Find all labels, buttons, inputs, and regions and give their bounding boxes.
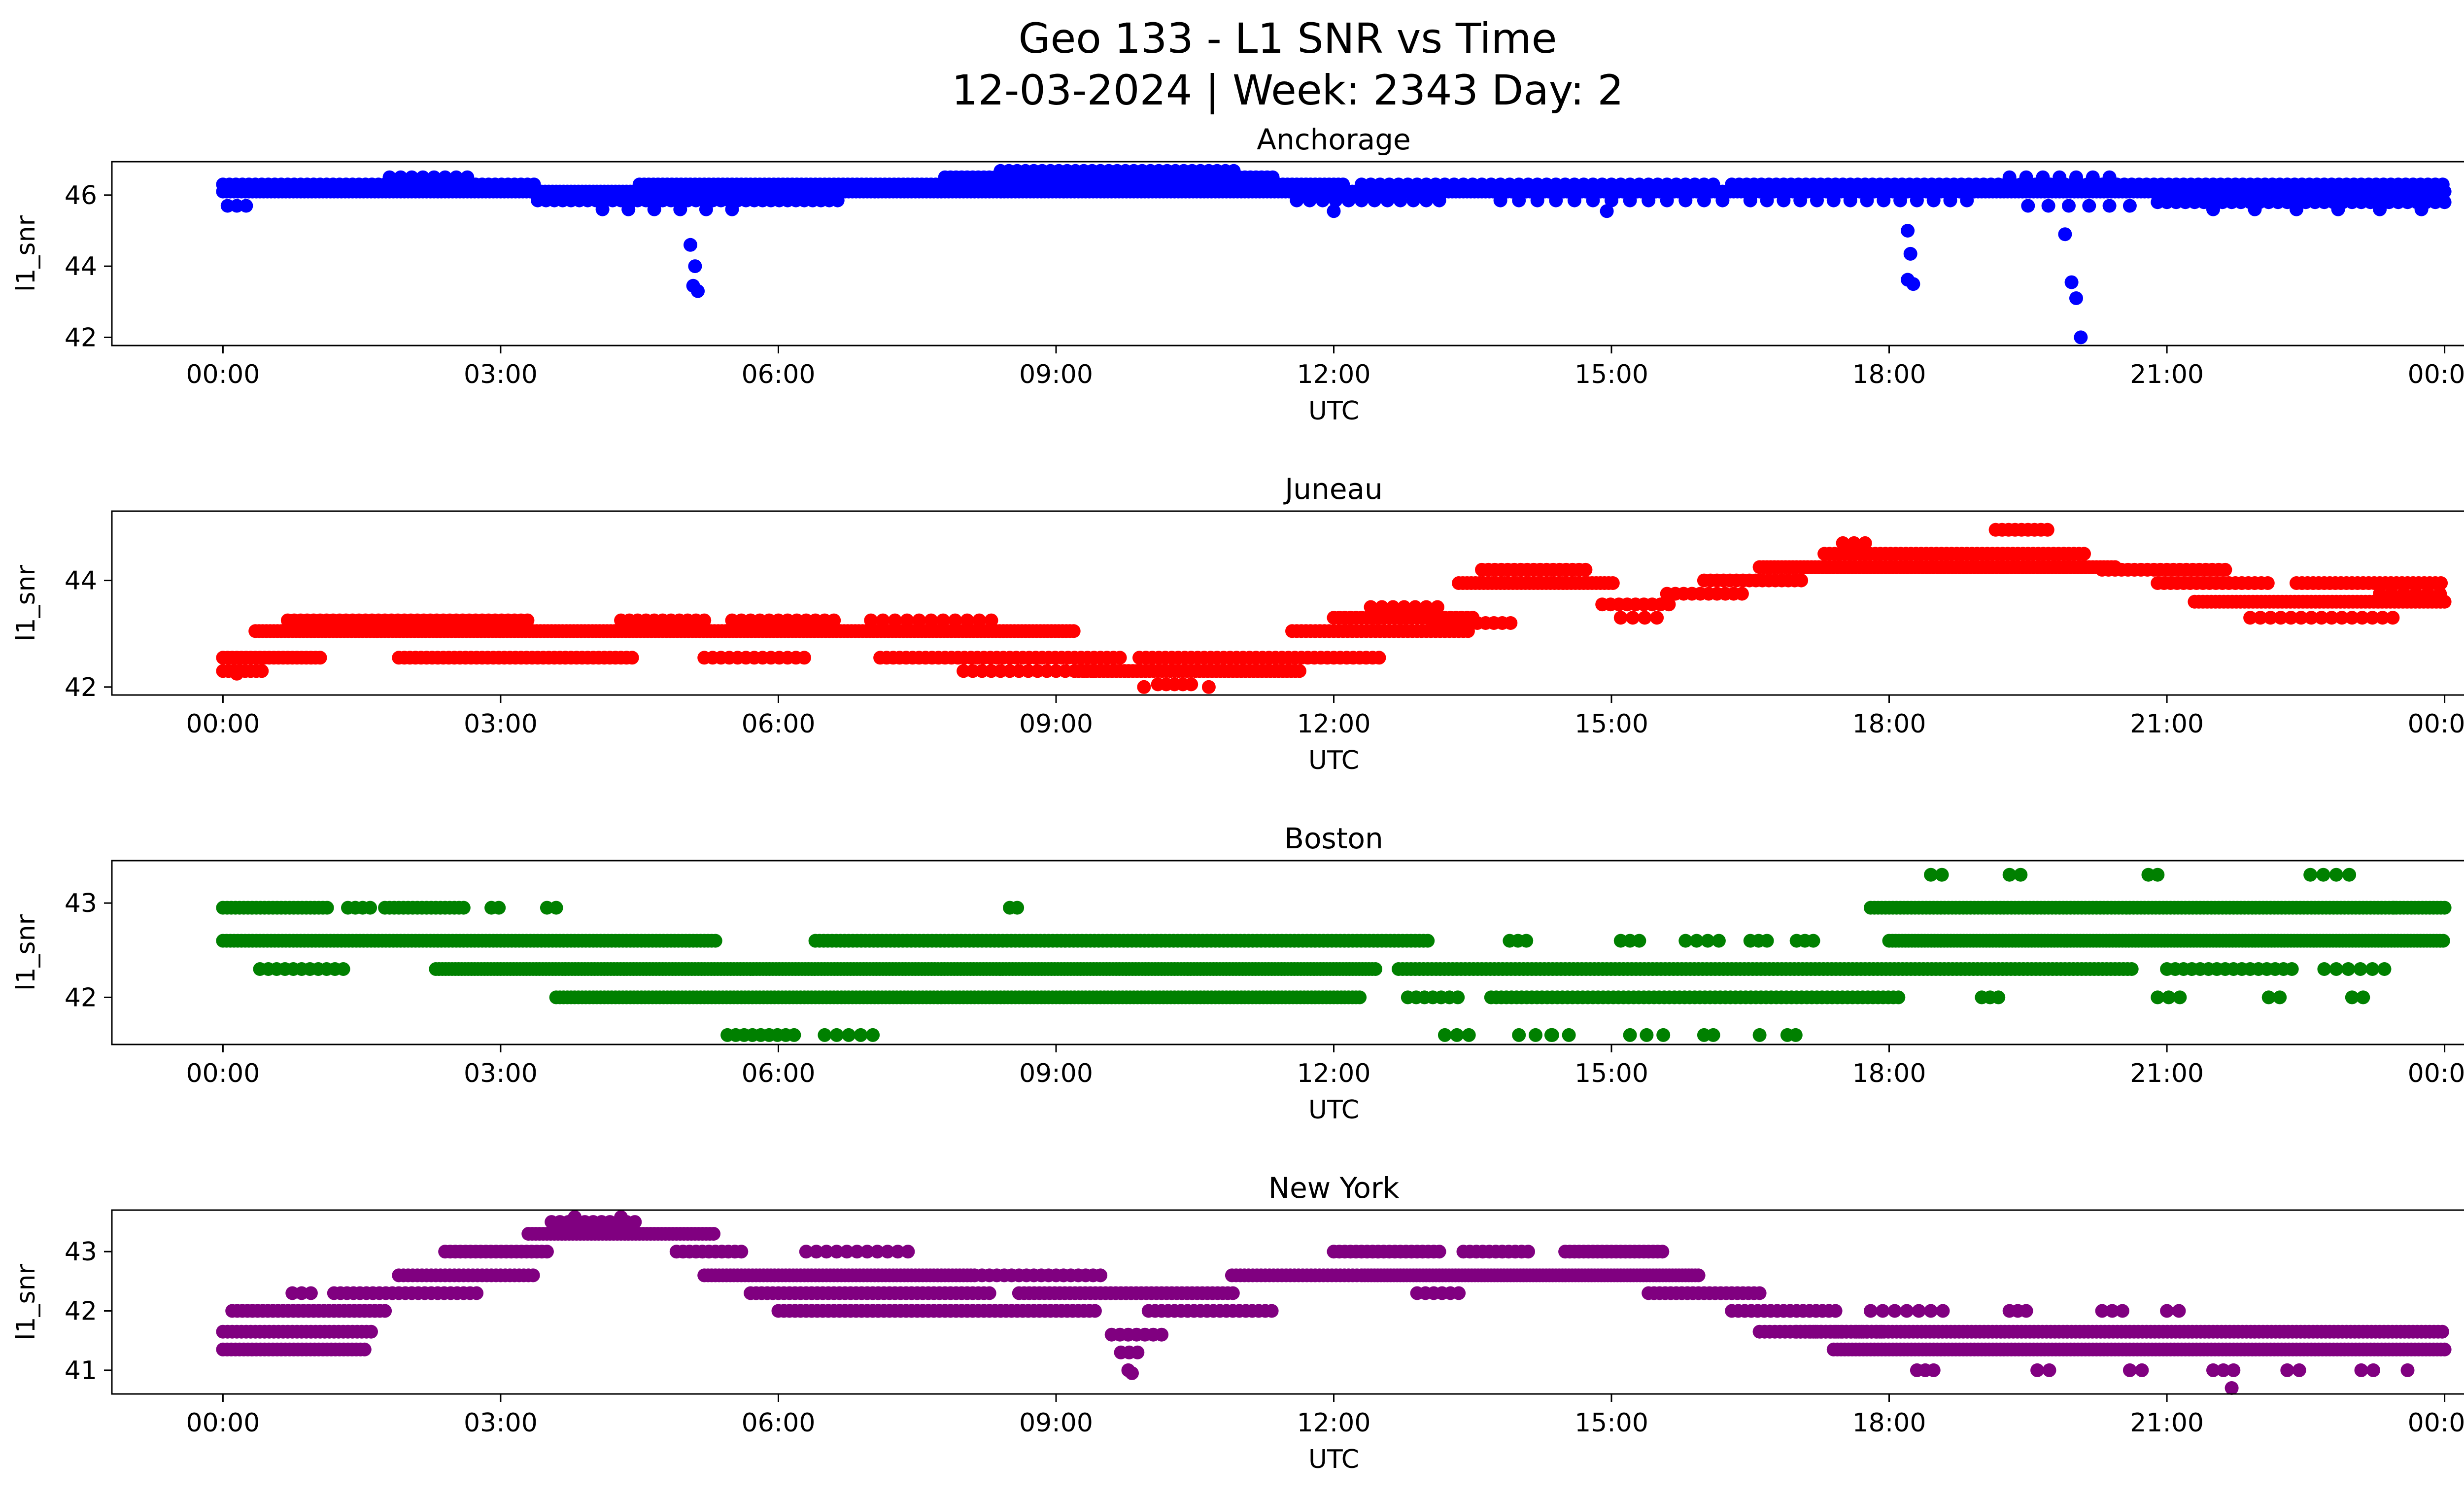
x-tick-label: 03:00	[464, 709, 538, 739]
y-ticks: 42 44	[65, 566, 112, 702]
y-axis-label: l1_snr	[11, 914, 41, 991]
y-tick-label: 42	[65, 673, 97, 702]
x-tick-label: 09:00	[1019, 1408, 1093, 1438]
y-axis-label: l1_snr	[11, 1263, 41, 1340]
x-tick-label: 00:00	[2408, 709, 2464, 739]
subplot-title-boston: Boston	[1284, 822, 1383, 855]
y-ticks: 41 42 43	[65, 1237, 112, 1386]
scatter-points	[216, 164, 2452, 345]
figure-title: Geo 133 - L1 SNR vs Time	[1018, 14, 1557, 63]
y-tick-label: 42	[65, 1297, 97, 1326]
boston-scatter-plot: 00:00 03:00 06:00 09:00 12:00 15:00 18:00 21:00…	[11, 860, 2464, 1123]
subplot-title-anchorage: Anchorage	[1257, 123, 1411, 156]
axes-box	[111, 860, 2464, 1045]
x-ticks: 00:00 03:00 06:00 09:00 12:00 15:00 18:00 21:00…	[186, 695, 2464, 739]
x-tick-label: 21:00	[2130, 360, 2204, 389]
x-tick-label: 03:00	[464, 1059, 538, 1088]
subplot-juneau: Juneau 00:00 03:00 06:00 09:00 12:00 15:00 18:…	[0, 471, 2464, 773]
axes-box	[111, 1209, 2464, 1395]
newyork-scatter-plot: 00:00 03:00 06:00 09:00 12:00 15:00 18:00 21:00…	[11, 1209, 2464, 1472]
x-tick-label: 06:00	[742, 1408, 816, 1438]
y-axis-label: l1_snr	[11, 215, 41, 292]
x-axis-label: UTC	[1308, 1445, 1359, 1472]
x-tick-label: 21:00	[2130, 1059, 2204, 1088]
scatter-points	[216, 868, 2452, 1042]
subplot-anchorage: Anchorage 00:00 03:00 06:00 09:00 12:00 15:00…	[0, 121, 2464, 424]
x-tick-label: 12:00	[1297, 709, 1371, 739]
y-ticks: 42 43	[65, 889, 112, 1012]
x-tick-label: 12:00	[1297, 360, 1371, 389]
x-tick-label: 09:00	[1019, 709, 1093, 739]
x-tick-label: 00:00	[2408, 360, 2464, 389]
scatter-points	[216, 522, 2452, 694]
subplot-boston: Boston 00:00 03:00 06:00 09:00 12:00 15:00 18:…	[0, 820, 2464, 1123]
x-tick-label: 00:00	[2408, 1408, 2464, 1438]
x-tick-label: 15:00	[1574, 1408, 1648, 1438]
figure-header: Geo 133 - L1 SNR vs Time 12-03-2024 | We…	[0, 0, 2464, 116]
x-tick-label: 00:00	[186, 1059, 260, 1088]
x-tick-label: 09:00	[1019, 1059, 1093, 1088]
y-tick-label: 43	[65, 1237, 97, 1267]
x-tick-label: 15:00	[1574, 1059, 1648, 1088]
x-tick-label: 18:00	[1852, 360, 1926, 389]
x-tick-label: 21:00	[2130, 709, 2204, 739]
y-tick-label: 44	[65, 566, 97, 596]
x-tick-label: 12:00	[1297, 1059, 1371, 1088]
subplot-title-newyork: New York	[1268, 1171, 1400, 1205]
x-tick-label: 00:00	[2408, 1059, 2464, 1088]
subplot-newyork: New York 00:00 03:00 06:00 09:00 12:00 15:00 1…	[0, 1170, 2464, 1472]
x-axis-label: UTC	[1308, 396, 1359, 424]
x-tick-label: 00:00	[186, 709, 260, 739]
figure-subtitle: 12-03-2024 | Week: 2343 Day: 2	[952, 66, 1624, 114]
x-axis-label: UTC	[1308, 746, 1359, 773]
y-tick-label: 41	[65, 1356, 97, 1386]
x-tick-label: 12:00	[1297, 1408, 1371, 1438]
x-tick-label: 06:00	[742, 360, 816, 389]
y-tick-label: 46	[65, 181, 97, 210]
x-tick-label: 06:00	[742, 1059, 816, 1088]
x-tick-label: 03:00	[464, 1408, 538, 1438]
x-tick-label: 18:00	[1852, 1408, 1926, 1438]
y-ticks: 42 44 46	[65, 181, 112, 352]
x-tick-label: 18:00	[1852, 709, 1926, 739]
x-ticks: 00:00 03:00 06:00 09:00 12:00 15:00 18:00 21:00…	[186, 346, 2464, 389]
x-tick-label: 00:00	[186, 1408, 260, 1438]
x-ticks: 00:00 03:00 06:00 09:00 12:00 15:00 18:00 21:00…	[186, 1044, 2464, 1088]
y-axis-label: l1_snr	[11, 564, 41, 641]
y-tick-label: 42	[65, 323, 97, 352]
scatter-points	[216, 1210, 2452, 1395]
x-tick-label: 06:00	[742, 709, 816, 739]
subplot-title-juneau: Juneau	[1285, 472, 1383, 506]
juneau-scatter-plot: 00:00 03:00 06:00 09:00 12:00 15:00 18:00 21:00…	[11, 510, 2464, 773]
x-tick-label: 15:00	[1574, 360, 1648, 389]
x-tick-label: 00:00	[186, 360, 260, 389]
anchorage-scatter-plot: 00:00 03:00 06:00 09:00 12:00 15:00 18:00 21:00…	[11, 161, 2464, 424]
x-tick-label: 09:00	[1019, 360, 1093, 389]
x-tick-label: 21:00	[2130, 1408, 2204, 1438]
y-tick-label: 42	[65, 983, 97, 1012]
x-axis-label: UTC	[1308, 1095, 1359, 1123]
x-tick-label: 03:00	[464, 360, 538, 389]
x-tick-label: 18:00	[1852, 1059, 1926, 1088]
y-tick-label: 44	[65, 252, 97, 281]
y-tick-label: 43	[65, 889, 97, 918]
x-tick-label: 15:00	[1574, 709, 1648, 739]
x-ticks: 00:00 03:00 06:00 09:00 12:00 15:00 18:00 21:00…	[186, 1394, 2464, 1438]
